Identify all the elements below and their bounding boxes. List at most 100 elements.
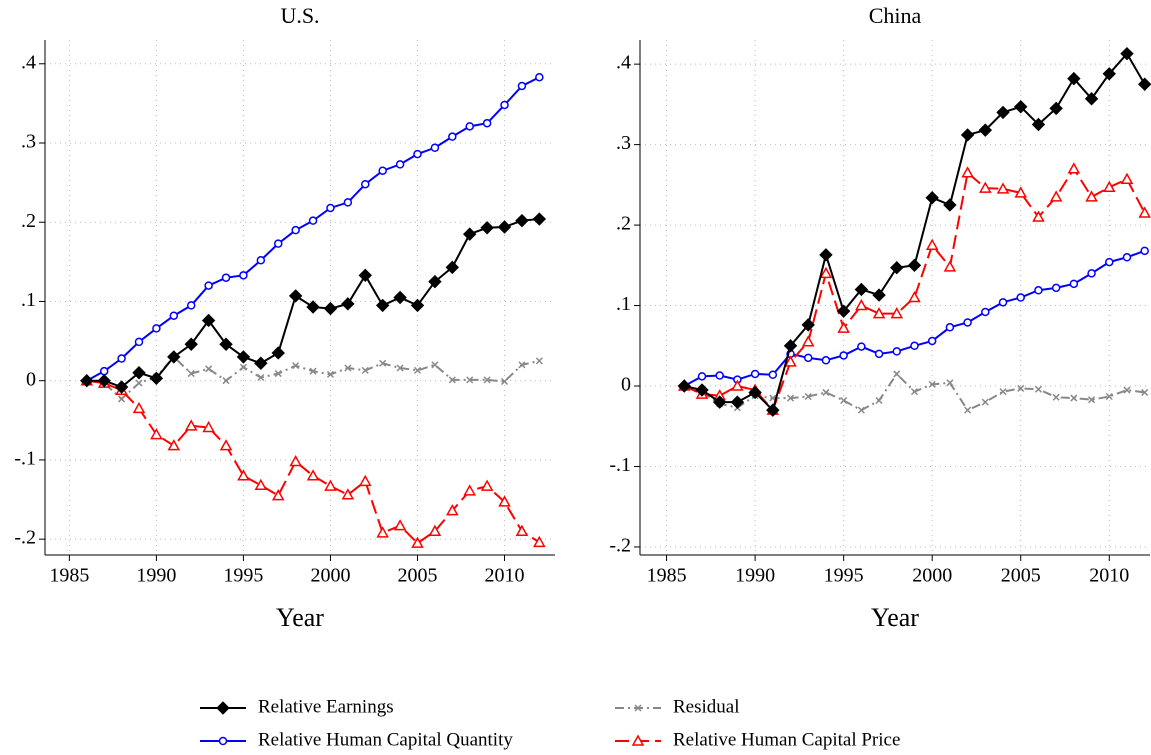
data-point bbox=[201, 313, 216, 328]
data-point bbox=[323, 301, 338, 316]
data-point bbox=[236, 350, 251, 364]
data-point bbox=[1067, 162, 1081, 174]
data-point bbox=[448, 132, 457, 141]
data-point bbox=[378, 166, 387, 175]
data-point bbox=[715, 371, 724, 380]
data-point bbox=[943, 198, 957, 212]
x-tick-label: 1995 bbox=[223, 565, 263, 587]
data-point bbox=[803, 353, 813, 363]
data-point bbox=[134, 337, 144, 347]
data-point bbox=[998, 298, 1008, 307]
data-point bbox=[1138, 206, 1151, 218]
data-point bbox=[1016, 293, 1025, 302]
data-point bbox=[132, 366, 146, 380]
data-point bbox=[99, 366, 109, 376]
data-point bbox=[445, 260, 460, 275]
data-point bbox=[204, 281, 213, 290]
data-point bbox=[908, 290, 921, 303]
data-point bbox=[854, 282, 869, 297]
legend-marker bbox=[216, 701, 230, 715]
data-point bbox=[1137, 77, 1151, 91]
data-point bbox=[533, 535, 546, 548]
data-point bbox=[358, 474, 372, 487]
data-point bbox=[428, 274, 442, 289]
data-point bbox=[677, 379, 691, 393]
data-point bbox=[963, 318, 972, 327]
data-point bbox=[167, 439, 181, 451]
data-point bbox=[239, 271, 248, 280]
y-tick-label: -.1 bbox=[14, 448, 36, 470]
data-point bbox=[928, 380, 936, 388]
data-point bbox=[1105, 392, 1113, 401]
data-point bbox=[821, 356, 831, 365]
y-tick-label: -.1 bbox=[609, 454, 631, 476]
x-axis-label: Year bbox=[276, 603, 324, 632]
data-point bbox=[1014, 186, 1028, 198]
data-point bbox=[117, 354, 126, 363]
data-point bbox=[361, 366, 369, 374]
data-point bbox=[907, 258, 922, 273]
data-point bbox=[1102, 67, 1116, 81]
data-point bbox=[118, 395, 126, 403]
data-point bbox=[497, 220, 512, 234]
data-point bbox=[306, 300, 320, 314]
panel-title: U.S. bbox=[280, 3, 319, 28]
data-point bbox=[205, 365, 213, 373]
data-point bbox=[945, 323, 955, 332]
data-point bbox=[309, 367, 317, 375]
series-line bbox=[684, 51, 1146, 413]
data-point bbox=[1051, 283, 1061, 293]
x-tick-label: 1985 bbox=[49, 565, 89, 587]
data-point bbox=[288, 289, 303, 303]
data-point bbox=[1049, 101, 1063, 116]
data-point bbox=[837, 321, 850, 333]
data-point bbox=[730, 395, 745, 409]
y-tick-label: .3 bbox=[21, 131, 36, 153]
data-point bbox=[515, 213, 529, 228]
data-point bbox=[925, 238, 939, 250]
data-point bbox=[874, 349, 884, 359]
data-point bbox=[1120, 172, 1134, 184]
legend-label: Relative Human Capital Quantity bbox=[258, 729, 513, 750]
x-tick-label: 1990 bbox=[136, 565, 176, 587]
y-tick-label: .3 bbox=[616, 132, 631, 154]
data-point bbox=[167, 350, 181, 364]
data-point bbox=[271, 489, 285, 501]
data-point bbox=[783, 339, 798, 353]
data-point bbox=[324, 479, 337, 491]
data-point bbox=[748, 385, 762, 400]
data-point bbox=[375, 298, 390, 313]
data-point bbox=[784, 355, 797, 367]
data-point bbox=[254, 356, 268, 370]
data-point bbox=[1102, 180, 1116, 193]
data-point bbox=[254, 478, 268, 491]
data-point bbox=[1120, 46, 1134, 61]
data-point bbox=[1141, 388, 1149, 396]
data-point bbox=[518, 361, 526, 369]
data-point bbox=[239, 363, 247, 371]
data-point bbox=[872, 288, 886, 302]
data-point bbox=[379, 359, 387, 367]
x-tick-label: 2005 bbox=[397, 565, 437, 587]
legend-marker bbox=[631, 734, 645, 746]
data-point bbox=[822, 388, 830, 396]
data-point bbox=[428, 524, 442, 536]
data-point bbox=[221, 273, 231, 282]
data-point bbox=[344, 364, 352, 372]
data-point bbox=[857, 342, 866, 351]
data-point bbox=[1052, 393, 1060, 401]
x-tick-label: 2000 bbox=[912, 565, 952, 587]
data-point bbox=[892, 347, 902, 356]
data-point bbox=[1049, 190, 1063, 202]
data-point bbox=[500, 377, 509, 386]
y-tick-label: .4 bbox=[21, 51, 36, 73]
data-point bbox=[463, 484, 476, 496]
data-point bbox=[786, 394, 795, 402]
data-point bbox=[448, 376, 456, 384]
data-point bbox=[410, 298, 425, 313]
data-point bbox=[465, 122, 474, 131]
data-point bbox=[219, 439, 233, 451]
data-point bbox=[768, 370, 778, 379]
data-point bbox=[292, 362, 300, 370]
